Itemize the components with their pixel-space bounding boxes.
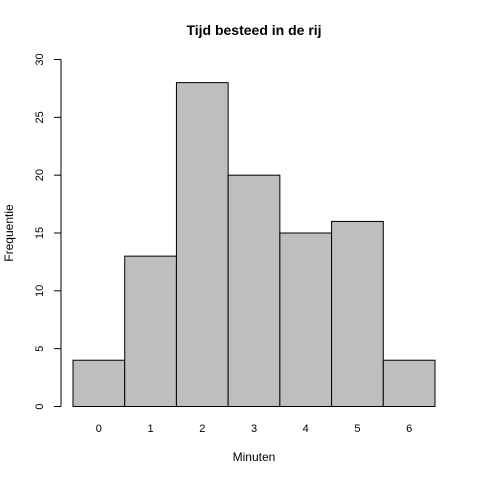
- y-axis: 0 5 10 15 20 25 30: [34, 53, 62, 410]
- x-tick-label: 3: [251, 423, 257, 435]
- chart-title: Tijd besteed in de rij: [186, 22, 321, 38]
- x-tick-labels: 0 1 2 3 4 5 6: [96, 423, 412, 435]
- y-tick-label: 30: [34, 53, 46, 65]
- y-tick-label: 25: [34, 111, 46, 123]
- y-tick-label: 15: [34, 227, 46, 239]
- x-tick-label: 4: [303, 423, 309, 435]
- histogram-bar: [72, 359, 126, 408]
- x-tick-label: 0: [96, 423, 102, 435]
- x-tick-label: 2: [199, 423, 205, 435]
- x-tick-label: 1: [148, 423, 154, 435]
- histogram-bar: [124, 255, 177, 407]
- histogram-bar: [331, 220, 384, 407]
- bars-layer: [72, 82, 436, 408]
- y-tick-label: 10: [34, 285, 46, 297]
- y-axis-label: Frequentie: [2, 204, 16, 262]
- histogram-bar: [175, 82, 229, 407]
- histogram-bar: [279, 232, 333, 407]
- y-tick-label: 20: [34, 169, 46, 181]
- x-axis-label: Minuten: [233, 450, 276, 464]
- histogram-bar: [227, 174, 281, 407]
- x-tick-label: 5: [354, 423, 360, 435]
- histogram-bar: [382, 359, 436, 408]
- y-tick-label: 0: [34, 403, 46, 409]
- y-tick-label: 5: [34, 346, 46, 352]
- x-tick-label: 6: [406, 423, 412, 435]
